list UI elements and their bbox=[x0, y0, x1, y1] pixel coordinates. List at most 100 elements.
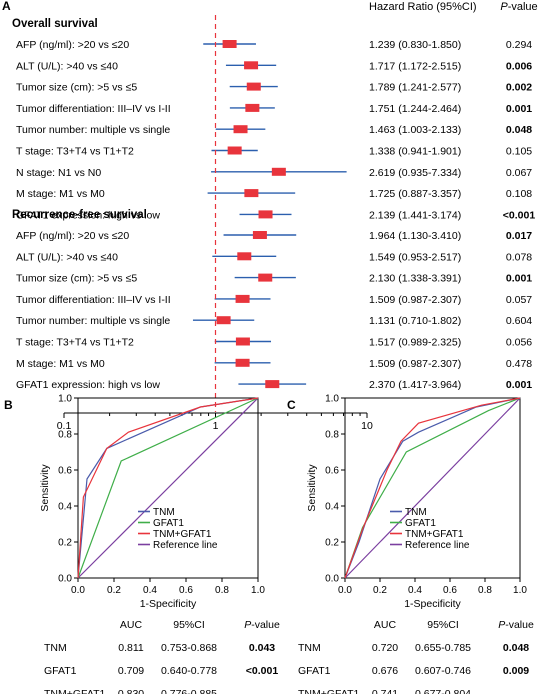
table-ci: 0.607-0.746 bbox=[415, 665, 471, 677]
roc-plot-frame bbox=[344, 397, 521, 579]
roc-curve bbox=[77, 397, 259, 579]
x-tick-label: 0.1 bbox=[57, 420, 72, 432]
x-tick-label: 0.0 bbox=[71, 585, 85, 596]
row-label: N stage: N1 vs N0 bbox=[16, 167, 101, 179]
p-value: 0.294 bbox=[506, 39, 532, 51]
x-axis-label: 1-Specificity bbox=[404, 598, 461, 610]
hr-marker bbox=[258, 273, 273, 282]
legend-label: TNM bbox=[405, 507, 427, 518]
table-auc: 0.720 bbox=[372, 642, 398, 654]
p-italic: P bbox=[244, 619, 251, 631]
roc-plot-frame bbox=[77, 397, 259, 579]
y-tick-label: 0.8 bbox=[325, 430, 339, 441]
roc-panel-label: B bbox=[4, 398, 13, 412]
hr-value: 2.130 (1.338-3.391) bbox=[369, 273, 461, 285]
x-tick-label: 0.6 bbox=[179, 585, 193, 596]
p-value: 0.478 bbox=[506, 358, 532, 370]
row-label: Tumor number: multiple vs single bbox=[16, 124, 170, 136]
p-value: 0.078 bbox=[506, 251, 532, 263]
hr-marker bbox=[271, 167, 286, 176]
p-value: 0.056 bbox=[506, 337, 532, 349]
row-label: AFP (ng/ml): >20 vs ≤20 bbox=[16, 39, 129, 51]
table-row-name: GFAT1 bbox=[298, 665, 331, 677]
hr-marker bbox=[216, 316, 231, 325]
table-ci: 0.640-0.778 bbox=[161, 665, 217, 677]
y-tick-label: 0.0 bbox=[58, 574, 72, 585]
table-row-name: GFAT1 bbox=[44, 665, 77, 677]
p-value: 0.105 bbox=[506, 146, 532, 158]
table-header-ci: 95%CI bbox=[173, 619, 205, 631]
x-tick-label: 10 bbox=[361, 420, 373, 432]
hr-marker bbox=[237, 252, 252, 261]
table-auc: 0.709 bbox=[118, 665, 144, 677]
row-label: ALT (U/L): >40 vs ≤40 bbox=[16, 60, 118, 72]
hr-value: 1.549 (0.953-2.517) bbox=[369, 251, 461, 263]
y-axis-label: Sensitivity bbox=[39, 464, 51, 512]
hr-marker bbox=[244, 189, 259, 198]
p-value: 0.108 bbox=[506, 188, 532, 200]
hr-marker bbox=[258, 210, 273, 219]
x-tick-label: 0.0 bbox=[338, 585, 352, 596]
p-italic: P bbox=[500, 1, 508, 13]
hr-value: 1.717 (1.172-2.515) bbox=[369, 60, 461, 72]
hr-value: 2.370 (1.417-3.964) bbox=[369, 379, 461, 391]
table-p: 0.009 bbox=[503, 665, 529, 677]
y-tick-label: 0.2 bbox=[58, 538, 72, 549]
roc-curve bbox=[77, 397, 259, 579]
hr-marker bbox=[233, 125, 248, 134]
hr-value: 1.509 (0.987-2.307) bbox=[369, 294, 461, 306]
row-label: ALT (U/L): >40 vs ≤40 bbox=[16, 251, 118, 263]
p-value: 0.006 bbox=[506, 60, 532, 72]
panel-a-label: A bbox=[2, 0, 11, 13]
hr-value: 2.619 (0.935-7.334) bbox=[369, 167, 461, 179]
p-value: 0.001 bbox=[506, 273, 532, 285]
table-row-name: TNM+GFAT1 bbox=[44, 688, 106, 694]
p-value: 0.057 bbox=[506, 294, 532, 306]
legend-label: TNM+GFAT1 bbox=[153, 529, 212, 540]
x-axis-label: 1-Specificity bbox=[140, 598, 197, 610]
table-auc: 0.741 bbox=[372, 688, 398, 694]
y-tick-label: 0.4 bbox=[58, 502, 72, 513]
p-value: 0.001 bbox=[506, 379, 532, 391]
table-ci: 0.776-0.885 bbox=[161, 688, 217, 694]
hr-marker bbox=[227, 146, 242, 155]
hr-value: 1.751 (1.244-2.464) bbox=[369, 103, 461, 115]
hr-value: 1.509 (0.987-2.307) bbox=[369, 358, 461, 370]
row-label: Tumor number: multiple vs single bbox=[16, 315, 170, 327]
section-title: Overall survival bbox=[12, 18, 98, 30]
y-tick-label: 1.0 bbox=[58, 394, 72, 405]
hr-value: 2.139 (1.441-3.174) bbox=[369, 209, 461, 221]
table-auc: 0.811 bbox=[118, 642, 144, 654]
hr-marker bbox=[244, 61, 259, 70]
hr-marker bbox=[246, 82, 261, 91]
y-tick-label: 0.2 bbox=[325, 538, 339, 549]
hr-value: 1.964 (1.130-3.410) bbox=[369, 230, 461, 242]
table-ci: 0.677-0.804 bbox=[415, 688, 471, 694]
x-tick-label: 0.8 bbox=[478, 585, 492, 596]
p-rest: -value bbox=[508, 1, 538, 13]
legend-label: Reference line bbox=[153, 540, 218, 551]
p-rest: -value bbox=[251, 619, 280, 631]
row-label: Tumor differentiation: III–IV vs I-II bbox=[16, 103, 171, 115]
roc-panel-label: C bbox=[287, 398, 296, 412]
x-tick-label: 0.8 bbox=[215, 585, 229, 596]
table-p: 0.043 bbox=[249, 642, 275, 654]
table-header-p: P-value bbox=[244, 619, 280, 631]
hr-marker bbox=[252, 231, 267, 239]
row-label: AFP (ng/ml): >20 vs ≤20 bbox=[16, 230, 129, 242]
x-tick-label: 0.4 bbox=[408, 585, 422, 596]
hr-value: 1.463 (1.003-2.133) bbox=[369, 124, 461, 136]
x-tick-label: 1 bbox=[213, 420, 219, 432]
row-label: GFAT1 expression: high vs low bbox=[16, 379, 160, 391]
hr-value: 1.789 (1.241-2.577) bbox=[369, 82, 461, 94]
hr-value: 1.517 (0.989-2.325) bbox=[369, 337, 461, 349]
hr-value: 1.725 (0.887-3.357) bbox=[369, 188, 461, 200]
x-tick-label: 1.0 bbox=[251, 585, 265, 596]
roc-curve bbox=[344, 397, 521, 579]
p-italic: P bbox=[498, 619, 505, 631]
y-tick-label: 0.8 bbox=[58, 430, 72, 441]
table-header-auc: AUC bbox=[120, 619, 143, 631]
p-value: 0.017 bbox=[506, 230, 532, 242]
x-tick-label: 1.0 bbox=[513, 585, 527, 596]
